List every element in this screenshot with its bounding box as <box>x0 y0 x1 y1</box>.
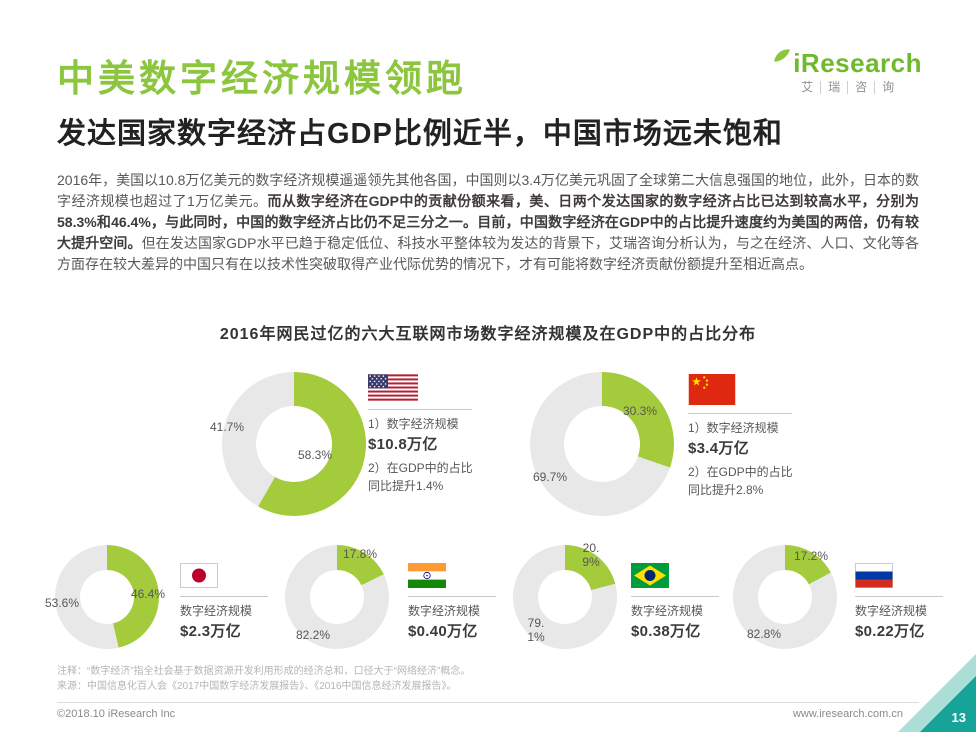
metric-value: $10.8万亿 <box>368 436 438 453</box>
copyright-text: ©2018.10 iResearch Inc <box>57 708 176 720</box>
flag-underline <box>408 596 496 597</box>
india-info: 数字经济规模 $0.40万亿 <box>408 563 538 641</box>
page-title: 中美数字经济规模领跑 <box>57 58 467 99</box>
digital-share-label: 17.8% <box>343 547 378 561</box>
brazil-donut-chart <box>513 545 617 649</box>
metric-label: 1）数字经济规模 <box>688 421 779 435</box>
usa-info: 1）数字经济规模 $10.8万亿 2）在GDP中的占比 同比提升1.4% <box>368 374 498 494</box>
donut-hole <box>758 570 812 624</box>
metric-value: $3.4万亿 <box>688 440 749 457</box>
yoy-growth: 同比提升1.4% <box>368 479 444 493</box>
china-flag-icon <box>688 374 736 405</box>
us-flag-icon <box>368 374 418 401</box>
metric-value: $0.40万亿 <box>408 623 478 640</box>
japan-flag-icon <box>180 563 218 588</box>
page-number: 13 <box>951 710 966 725</box>
digital-share-label: 30.3% <box>623 404 658 418</box>
donut-hole <box>80 570 134 624</box>
metric-value: $0.22万亿 <box>855 623 925 640</box>
page-subtitle: 发达国家数字经济占GDP比例近半，中国市场远未饱和 <box>57 118 783 150</box>
flag-underline <box>855 596 943 597</box>
donut-hole <box>310 570 364 624</box>
brand-cn-char: 艾 <box>794 81 822 94</box>
brand-chinese: 艾 瑞 咨 询 <box>773 81 922 94</box>
flag-underline <box>688 413 792 414</box>
logo-wordmark: iResearch <box>773 48 922 78</box>
digital-share-label: 46.4% <box>131 587 166 601</box>
india-flag-icon <box>408 563 446 588</box>
website-text: www.iresearch.com.cn <box>792 708 903 720</box>
japan-info: 数字经济规模 $2.3万亿 <box>180 563 310 641</box>
russia-donut-chart <box>733 545 837 649</box>
gdp-share-label: 2）在GDP中的占比 <box>368 461 473 475</box>
rest-share-label: 41.7% <box>210 420 245 434</box>
china-donut-chart <box>530 372 674 516</box>
metric-label: 数字经济规模 <box>855 604 928 618</box>
metric-label: 1）数字经济规模 <box>368 417 459 431</box>
brand-cn-char: 瑞 <box>821 81 849 94</box>
flag-underline <box>368 409 472 410</box>
yoy-growth: 同比提升2.8% <box>688 483 764 497</box>
paragraph-segment: 而从数字经济在GDP中的贡献份额来看，美、日两个发达国家的数字经济占比已达到较高… <box>57 193 919 251</box>
paragraph-segment: 但在发达国家GDP水平已趋于稳定低位、科技水平整体较为发达的背景下，艾瑞咨询分析… <box>57 235 919 272</box>
digital-share-label: 17.2% <box>794 549 829 563</box>
brand-text: iResearch <box>793 48 922 78</box>
china-info: 1）数字经济规模 $3.4万亿 2）在GDP中的占比 同比提升2.8% <box>688 374 818 498</box>
rest-share-label: 53.6% <box>45 596 80 610</box>
rest-share-label: 69.7% <box>533 470 568 484</box>
notes-block: 注释：“数字经济”指全社会基于数据资源开发利用形成的经济总和，口径大于“网络经济… <box>57 664 470 694</box>
metric-label: 数字经济规模 <box>408 604 481 618</box>
flag-underline <box>631 596 719 597</box>
body-paragraph: 2016年，美国以10.8万亿美元的数字经济规模遥遥领先其他各国，中国则以3.4… <box>57 170 919 275</box>
brand-cn-char: 询 <box>882 80 895 94</box>
japan-donut-chart <box>55 545 159 649</box>
source-note: 来源：中国信息化百人会《2017中国数字经济发展报告》、《2016中国信息经济发… <box>57 681 457 692</box>
usa-donut-chart <box>222 372 366 516</box>
russia-info: 数字经济规模 $0.22万亿 <box>855 563 976 641</box>
digital-share-label: 20.9% <box>582 541 600 569</box>
rest-share-label: 82.2% <box>296 628 331 642</box>
rest-share-label: 79.1% <box>527 616 545 644</box>
rest-share-label: 82.8% <box>747 627 782 641</box>
metric-label: 数字经济规模 <box>631 604 704 618</box>
metric-value: $2.3万亿 <box>180 623 241 640</box>
flag-underline <box>180 596 268 597</box>
leaf-icon <box>774 49 791 62</box>
russia-flag-icon <box>855 563 893 588</box>
iresearch-logo: iResearch 艾 瑞 咨 询 <box>773 48 922 94</box>
donut-hole <box>256 406 332 482</box>
chart-title: 2016年网民过亿的六大互联网市场数字经济规模及在GDP中的占比分布 <box>219 326 757 343</box>
donut-hole <box>538 570 592 624</box>
brazil-flag-icon <box>631 563 669 588</box>
donut-hole <box>564 406 640 482</box>
gdp-share-label: 2）在GDP中的占比 <box>688 465 793 479</box>
metric-label: 数字经济规模 <box>180 604 253 618</box>
india-donut-chart <box>285 545 389 649</box>
metric-value: $0.38万亿 <box>631 623 701 640</box>
footer-divider <box>57 702 919 703</box>
annotation-note: 注释：“数字经济”指全社会基于数据资源开发利用形成的经济总和，口径大于“网络经济… <box>57 666 471 677</box>
brazil-info: 数字经济规模 $0.38万亿 <box>631 563 761 641</box>
digital-share-label: 58.3% <box>298 448 333 462</box>
paragraph-segment: 2016年，美国以10.8万亿美元的数字经济规模遥遥领先其他各国，中国则以3.4… <box>57 172 919 209</box>
brand-cn-char: 咨 <box>848 81 876 94</box>
